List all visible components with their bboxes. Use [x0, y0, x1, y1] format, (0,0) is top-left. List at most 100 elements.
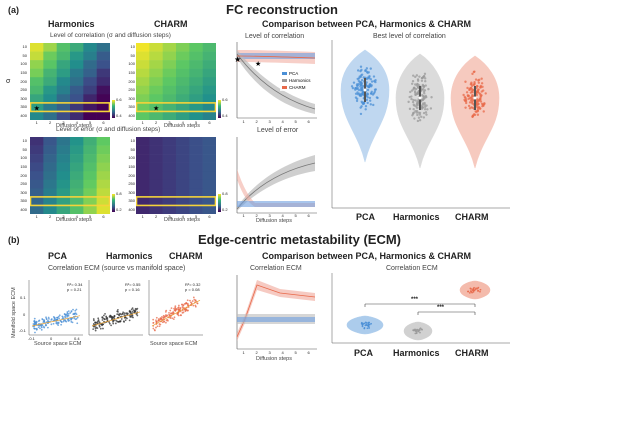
scatter-point — [35, 320, 38, 323]
x-tick: 5 — [89, 120, 92, 125]
scatter-point — [132, 316, 134, 319]
violin-point — [472, 290, 475, 293]
heatmap-cell — [136, 162, 150, 172]
violin-point — [480, 94, 483, 97]
violin-label-harmonics: Harmonics — [393, 212, 440, 222]
scatter-point — [102, 317, 105, 320]
heatmap-cell — [70, 85, 84, 95]
violin-point — [475, 287, 477, 290]
x-tick: 6 — [102, 214, 105, 219]
violin-point — [375, 96, 379, 99]
heatmap-cell — [30, 68, 44, 78]
violin-point — [473, 113, 477, 117]
scatter-point — [171, 317, 174, 320]
scatter-point — [69, 312, 72, 314]
violin-point — [368, 323, 371, 326]
heatmap-cell — [189, 162, 203, 172]
violin-point — [422, 86, 426, 89]
sigma-tick: 100 — [128, 155, 135, 161]
violin-point — [470, 82, 473, 86]
line-ecm-title: Correlation ECM — [250, 265, 302, 272]
heatmap-cell — [149, 77, 163, 87]
violin-point — [354, 96, 358, 99]
comparison-title-b: Comparison between PCA, Harmonics & CHAR… — [262, 251, 472, 261]
heatmap-cell — [30, 196, 44, 206]
heatmap-cell — [83, 162, 97, 172]
highlight-row — [30, 102, 110, 113]
violin-point — [370, 80, 374, 83]
heatmap-cell — [56, 77, 71, 87]
scatter-point — [101, 316, 104, 318]
heatmap-cell — [70, 145, 84, 155]
violin-point — [368, 96, 372, 100]
sigma-tick: 50 — [22, 52, 27, 58]
heatmap-cell — [56, 188, 71, 198]
scatter-point — [155, 326, 157, 329]
scatter-stats-pca: R²= 0.34 p = 0.21 — [67, 282, 83, 292]
scatter-point — [177, 306, 180, 309]
violin-point — [420, 79, 424, 83]
heatmap-charm-error — [136, 137, 216, 214]
scatter-y-tick: 0 — [23, 312, 26, 317]
violin-point — [362, 102, 366, 105]
violin-point — [350, 85, 354, 88]
heatmap-cell — [96, 162, 110, 172]
heatmap-cell — [149, 145, 163, 155]
heatmap-cell — [30, 137, 44, 146]
heatmap-cell — [43, 196, 57, 206]
heatmap-cell — [149, 94, 163, 104]
scatter-point — [47, 319, 49, 322]
heatmap-cell — [149, 179, 163, 189]
heatmap-cell — [56, 111, 71, 120]
x-tick: 2 — [155, 214, 158, 219]
scatter-point — [55, 322, 58, 325]
scatter-point — [136, 314, 139, 317]
scatter-point — [155, 319, 157, 322]
violin-point — [430, 96, 433, 99]
highlight-row — [30, 196, 110, 207]
heatmap-cell — [176, 188, 190, 198]
heatmap-cell — [162, 162, 177, 172]
violin-point — [426, 108, 429, 111]
sigma-tick: 10 — [22, 138, 27, 144]
sigma-axis-label: σ — [6, 78, 11, 85]
heatmap-cell — [96, 77, 110, 87]
heatmap-cell — [202, 94, 216, 104]
heatmap-cell — [43, 43, 57, 52]
heatmap-cell — [70, 77, 84, 87]
heatmap-cell — [43, 85, 57, 95]
violin-point — [410, 89, 414, 92]
heatmap-cell — [189, 60, 203, 69]
heatmap-cell — [176, 145, 190, 155]
heatmap-cell — [43, 205, 57, 214]
violin-point — [423, 105, 427, 109]
scatter-point — [129, 316, 132, 318]
violin-point — [424, 94, 427, 98]
violin-point — [418, 119, 422, 122]
violin-point — [355, 99, 359, 103]
heatmap-cell — [83, 188, 97, 198]
colorbar-corr-bottom: 0.4 — [116, 113, 122, 118]
heatmap-cell — [70, 196, 84, 206]
x-tick: 4 — [75, 214, 78, 219]
violin-point — [467, 97, 470, 101]
heatmap-cell — [96, 111, 110, 120]
scatter-point — [129, 310, 132, 313]
violin-body — [395, 53, 445, 169]
scatter-point — [194, 299, 197, 302]
diffusion-label-2: Diffusion steps — [164, 123, 200, 129]
heatmap-cell — [136, 60, 150, 69]
panel-a-title: FC reconstruction — [226, 2, 338, 17]
x-tick: 1 — [242, 350, 245, 355]
scatter-point — [158, 323, 161, 325]
scatter-point — [110, 324, 112, 327]
scatter-point — [39, 327, 41, 330]
scatter-point — [119, 320, 121, 323]
scatter-point — [92, 319, 95, 322]
violin-point — [368, 99, 372, 102]
violin-point — [462, 93, 465, 97]
scatter-point — [176, 313, 179, 315]
violin-point — [418, 111, 422, 115]
violin-b-label-harmonics: Harmonics — [393, 348, 440, 358]
heatmap-cell — [149, 162, 163, 172]
